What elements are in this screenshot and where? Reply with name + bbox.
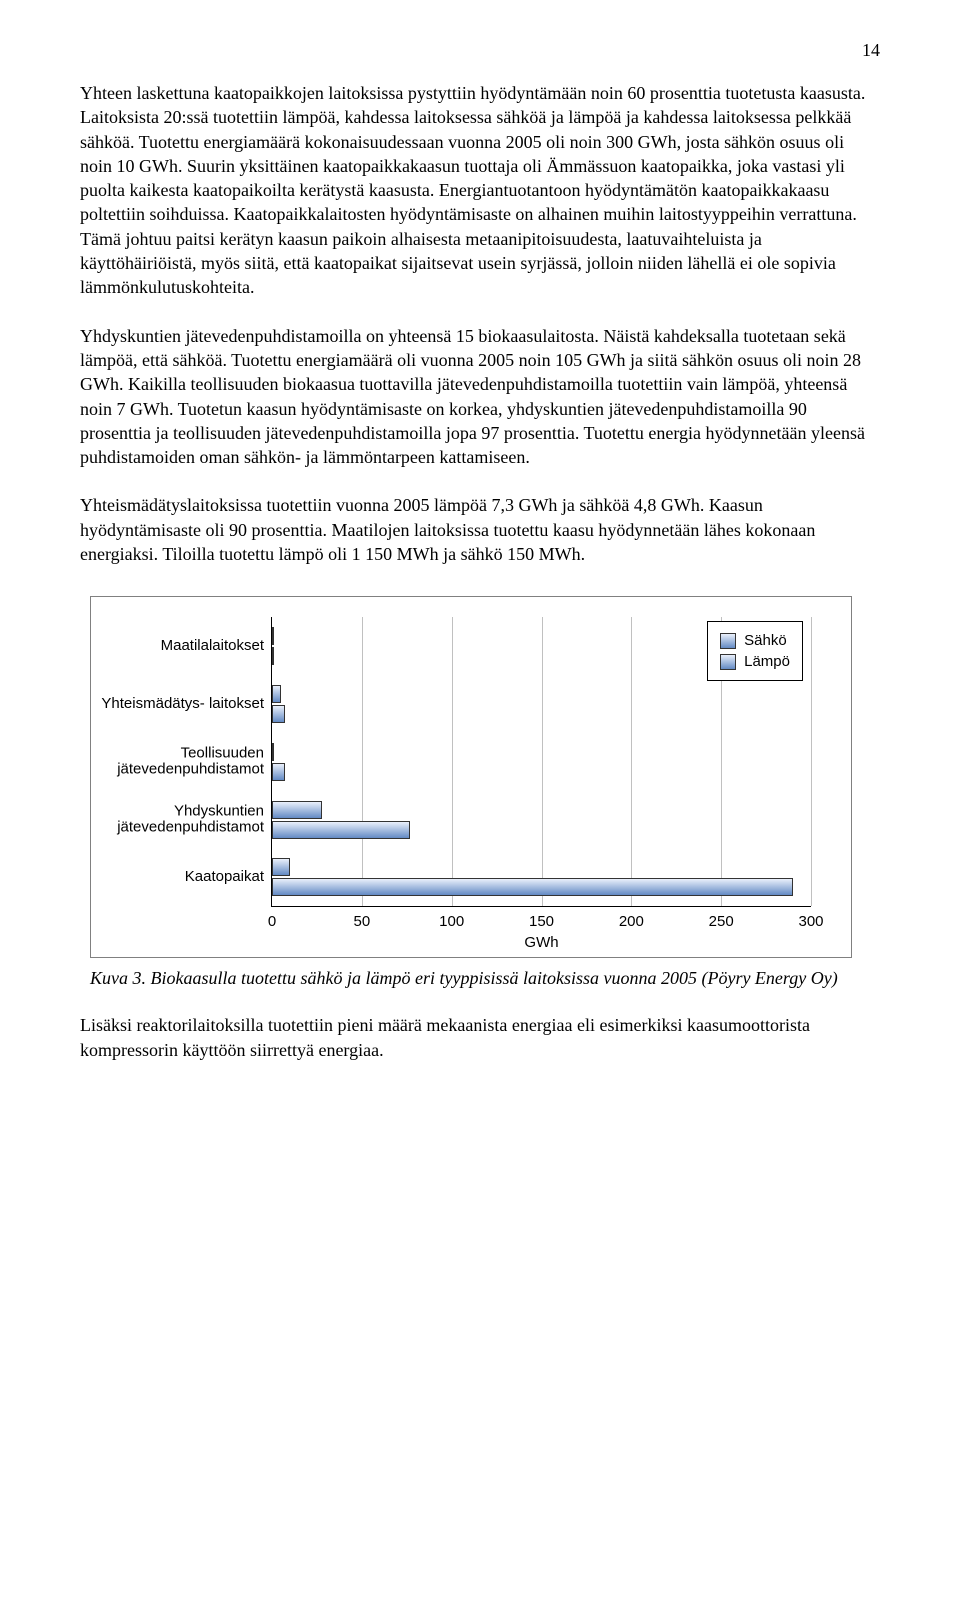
legend-swatch-icon [720,633,736,649]
chart-legend: Sähkö Lämpö [707,621,803,681]
bar-lämpö [272,878,793,896]
bar-sähkö [272,858,290,876]
grid-line [811,617,812,906]
x-tick-label: 150 [529,913,554,930]
document-page: 14 Yhteen laskettuna kaatopaikkojen lait… [0,0,960,1102]
x-tick-label: 200 [619,913,644,930]
category-label: Teollisuuden jätevedenpuhdistamot [94,745,272,778]
grid-line [362,617,363,906]
x-tick-label: 100 [439,913,464,930]
page-number: 14 [80,40,880,61]
category-label: Yhdyskuntien jätevedenpuhdistamot [94,803,272,836]
category-label: Kaatopaikat [94,869,272,886]
bar-sähkö [272,743,274,761]
figure-caption: Kuva 3. Biokaasulla tuotettu sähkö ja lä… [90,968,870,989]
paragraph-2: Yhdyskuntien jätevedenpuhdistamoilla on … [80,324,880,470]
x-tick-label: 250 [709,913,734,930]
grid-line [452,617,453,906]
x-tick-label: 0 [268,913,276,930]
category-label: Maatilalaitokset [94,638,272,655]
legend-label: Sähkö [744,632,787,649]
bar-sähkö [272,627,274,645]
bar-sähkö [272,685,281,703]
bar-lämpö [272,763,285,781]
x-tick-label: 300 [798,913,823,930]
grid-line [542,617,543,906]
x-axis-label: GWh [524,934,558,951]
legend-label: Lämpö [744,653,790,670]
legend-swatch-icon [720,654,736,670]
legend-item-lampo: Lämpö [720,651,790,672]
bar-chart: GWh 0 50 100 150 200 250 300 Maatilalaitokset Yh… [90,596,852,958]
paragraph-1: Yhteen laskettuna kaatopaikkojen laitoks… [80,81,880,300]
legend-item-sahko: Sähkö [720,630,790,651]
bar-lämpö [272,821,410,839]
bar-sähkö [272,801,322,819]
bar-lämpö [272,647,274,665]
paragraph-3: Yhteismädätyslaitoksissa tuotettiin vuon… [80,493,880,566]
bar-lämpö [272,705,285,723]
grid-line [631,617,632,906]
x-tick-label: 50 [353,913,370,930]
category-label: Yhteismädätys- laitokset [94,696,272,713]
paragraph-4: Lisäksi reaktorilaitoksilla tuotettiin p… [80,1013,880,1062]
